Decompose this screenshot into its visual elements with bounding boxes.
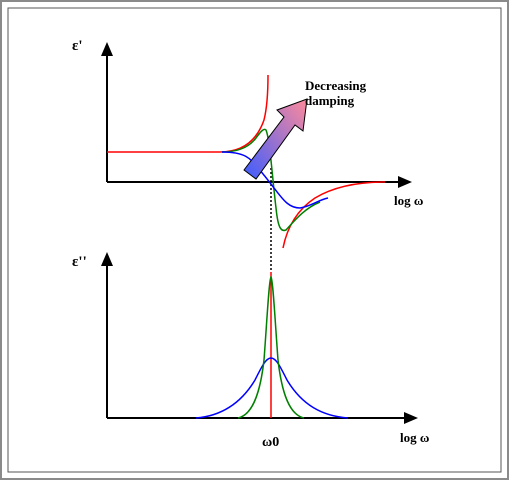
eps-double-prime-label: ε'' — [72, 254, 87, 270]
top-x-axis-arrowhead — [398, 176, 412, 188]
annotation-decreasing: Decreasing — [305, 78, 367, 93]
top-y-axis-arrowhead — [101, 42, 113, 56]
bottom-log-omega-label: log ω — [400, 430, 429, 445]
omega-zero-label: ω0 — [262, 435, 279, 450]
annotation-damping: damping — [305, 93, 355, 108]
medium-damping-eps-double-prime-curve — [237, 275, 305, 419]
medium-damping-eps-prime-curve — [221, 128, 321, 232]
top-log-omega-label: log ω — [394, 193, 423, 208]
high-damping-eps-double-prime-curve — [195, 357, 349, 419]
decreasing-damping-arrow — [243, 98, 308, 180]
bottom-x-axis-arrowhead — [404, 412, 418, 424]
undamped-eps-prime-curve-low — [107, 74, 269, 153]
eps-prime-label: ε' — [72, 38, 83, 54]
undamped-eps-prime-curve-high — [282, 181, 386, 249]
inner-frame — [7, 7, 502, 473]
bottom-y-axis-arrowhead — [101, 252, 113, 266]
